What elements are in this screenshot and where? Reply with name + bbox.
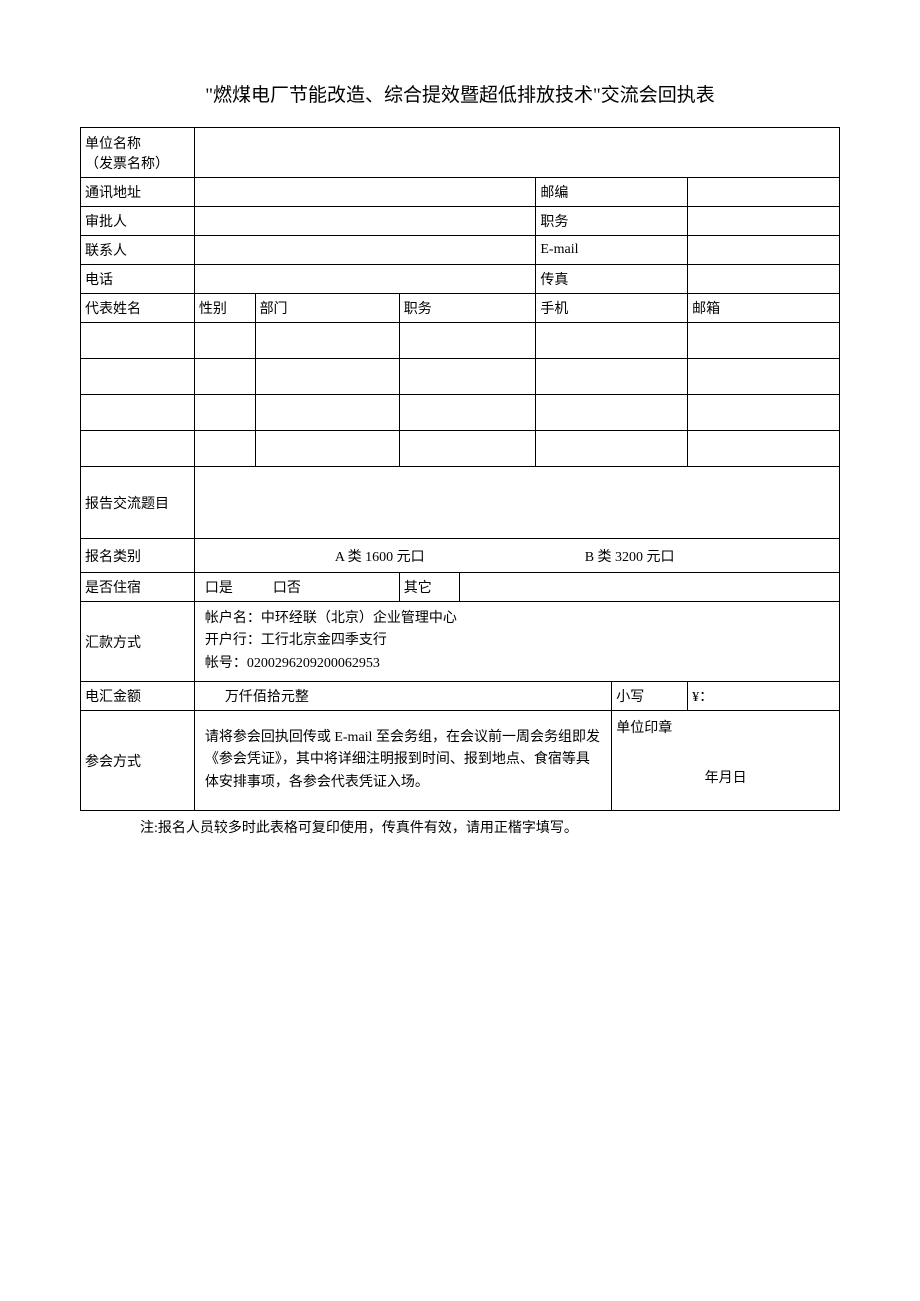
form-table: 单位名称 （发票名称） 通讯地址 邮编 审批人 职务 联系人 E-mail 电话… bbox=[80, 127, 840, 811]
footnote: 注:报名人员较多时此表格可复印使用，传真件有效，请用正楷字填写。 bbox=[80, 817, 840, 837]
label-job-title: 职务 bbox=[399, 294, 536, 323]
delegate-row-1-mobile[interactable] bbox=[536, 323, 688, 359]
label-reg-type: 报名类别 bbox=[81, 539, 195, 573]
field-amount-small[interactable]: ¥： bbox=[688, 682, 840, 711]
delegate-row-2-mail[interactable] bbox=[688, 359, 840, 395]
delegate-row-2-job[interactable] bbox=[399, 359, 536, 395]
delegate-row-1-gender[interactable] bbox=[194, 323, 255, 359]
delegate-row-4-mail[interactable] bbox=[688, 431, 840, 467]
delegate-row-4-name[interactable] bbox=[81, 431, 195, 467]
field-wire-amount-cn[interactable]: 万仟佰拾元整 bbox=[194, 682, 611, 711]
field-position[interactable] bbox=[688, 207, 840, 236]
label-phone: 电话 bbox=[81, 265, 195, 294]
label-mailbox: 邮箱 bbox=[688, 294, 840, 323]
delegate-row-4-dept[interactable] bbox=[255, 431, 399, 467]
delegate-row-3-dept[interactable] bbox=[255, 395, 399, 431]
delegate-row-1-mail[interactable] bbox=[688, 323, 840, 359]
label-report-topic: 报告交流题目 bbox=[81, 467, 195, 539]
field-lodging[interactable]: 口是口否 bbox=[194, 573, 399, 602]
label-position: 职务 bbox=[536, 207, 688, 236]
delegate-row-2-dept[interactable] bbox=[255, 359, 399, 395]
delegate-row-3-gender[interactable] bbox=[194, 395, 255, 431]
label-lodging: 是否住宿 bbox=[81, 573, 195, 602]
field-postcode[interactable] bbox=[688, 178, 840, 207]
label-department: 部门 bbox=[255, 294, 399, 323]
field-payment-info: 帐户名：中环经联（北京）企业管理中心 开户行：工行北京金四季支行 帐号：0200… bbox=[194, 602, 839, 682]
page-title: "燃煤电厂节能改造、综合提效暨超低排放技术"交流会回执表 bbox=[80, 80, 840, 107]
label-address: 通讯地址 bbox=[81, 178, 195, 207]
label-amount-small: 小写 bbox=[612, 682, 688, 711]
label-delegate-name: 代表姓名 bbox=[81, 294, 195, 323]
label-mobile: 手机 bbox=[536, 294, 688, 323]
field-instruction: 请将参会回执回传或 E-mail 至会务组，在会议前一周会务组即发《参会凭证》，… bbox=[194, 711, 611, 811]
delegate-row-4-job[interactable] bbox=[399, 431, 536, 467]
label-postcode: 邮编 bbox=[536, 178, 688, 207]
field-report-topic[interactable] bbox=[194, 467, 839, 539]
label-attend-method: 参会方式 bbox=[81, 711, 195, 811]
field-fax[interactable] bbox=[688, 265, 840, 294]
field-reg-type[interactable]: A 类 1600 元口B 类 3200 元口 bbox=[194, 539, 839, 573]
label-approver: 审批人 bbox=[81, 207, 195, 236]
label-company: 单位名称 （发票名称） bbox=[81, 128, 195, 178]
label-other: 其它 bbox=[399, 573, 460, 602]
field-stamp: 单位印章 年月日 bbox=[612, 711, 840, 811]
delegate-row-4-mobile[interactable] bbox=[536, 431, 688, 467]
delegate-row-3-mail[interactable] bbox=[688, 395, 840, 431]
field-email[interactable] bbox=[688, 236, 840, 265]
field-address[interactable] bbox=[194, 178, 536, 207]
delegate-row-2-mobile[interactable] bbox=[536, 359, 688, 395]
field-company[interactable] bbox=[194, 128, 839, 178]
field-other[interactable] bbox=[460, 573, 840, 602]
label-gender: 性别 bbox=[194, 294, 255, 323]
delegate-row-3-job[interactable] bbox=[399, 395, 536, 431]
field-approver[interactable] bbox=[194, 207, 536, 236]
label-email: E-mail bbox=[536, 236, 688, 265]
delegate-row-2-gender[interactable] bbox=[194, 359, 255, 395]
label-wire-amount: 电汇金额 bbox=[81, 682, 195, 711]
delegate-row-2-name[interactable] bbox=[81, 359, 195, 395]
delegate-row-3-mobile[interactable] bbox=[536, 395, 688, 431]
delegate-row-4-gender[interactable] bbox=[194, 431, 255, 467]
field-phone[interactable] bbox=[194, 265, 536, 294]
delegate-row-3-name[interactable] bbox=[81, 395, 195, 431]
label-payment: 汇款方式 bbox=[81, 602, 195, 682]
label-fax: 传真 bbox=[536, 265, 688, 294]
delegate-row-1-name[interactable] bbox=[81, 323, 195, 359]
field-contact[interactable] bbox=[194, 236, 536, 265]
label-contact: 联系人 bbox=[81, 236, 195, 265]
delegate-row-1-job[interactable] bbox=[399, 323, 536, 359]
delegate-row-1-dept[interactable] bbox=[255, 323, 399, 359]
